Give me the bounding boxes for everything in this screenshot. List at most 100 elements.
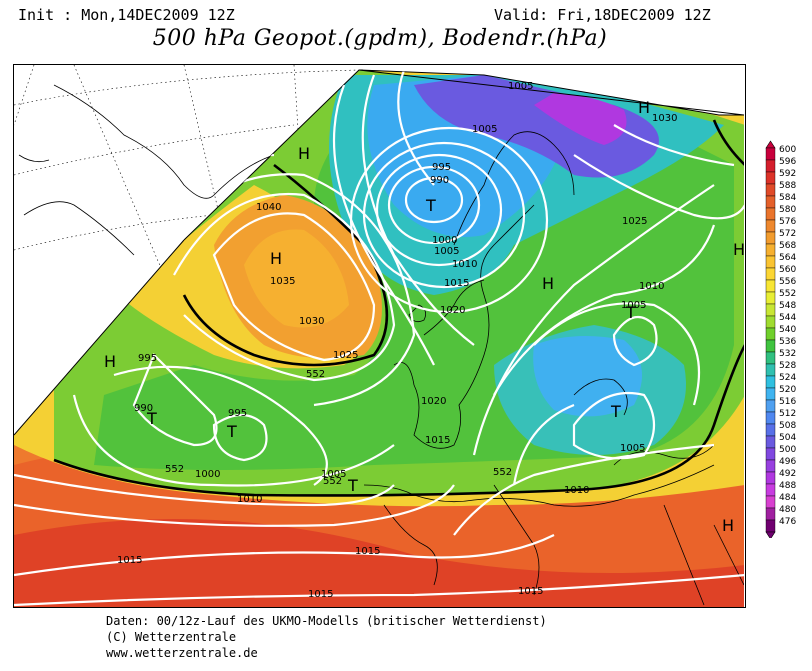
colorbar-label: 508 [779, 421, 796, 431]
colorbar-cell [765, 339, 776, 353]
colorbar-label: 548 [779, 301, 796, 311]
weather-map: 1005 1030 1005 995 990 1040 1025 1000 10… [13, 64, 746, 608]
svg-text:H: H [298, 144, 310, 163]
colorbar-label: 576 [779, 217, 796, 227]
colorbar-cell [765, 363, 776, 377]
colorbar-label: 552 [779, 289, 796, 299]
svg-text:H: H [270, 249, 282, 268]
svg-text:995: 995 [228, 408, 247, 419]
colorbar-label: 532 [779, 349, 796, 359]
colorbar-cell [765, 375, 776, 389]
svg-text:H: H [722, 516, 734, 535]
svg-text:1015: 1015 [355, 546, 380, 557]
svg-text:T: T [425, 196, 436, 215]
svg-text:1030: 1030 [299, 316, 324, 327]
colorbar-cell [765, 303, 776, 317]
svg-text:H: H [542, 274, 554, 293]
svg-text:1020: 1020 [421, 396, 446, 407]
svg-text:1005: 1005 [621, 300, 646, 311]
map-title: 500 hPa Geopot.(gpdm), Bodendr.(hPa) [152, 26, 608, 51]
colorbar-cell [765, 435, 776, 449]
colorbar-label: 524 [779, 373, 796, 383]
colorbar-cell [765, 507, 776, 521]
colorbar-label: 516 [779, 397, 796, 407]
footer-url: www.wetterzentrale.de [106, 646, 258, 660]
pressure-centers: H H T H H T H T T T T H H [104, 98, 745, 535]
colorbar-cell [765, 183, 776, 197]
colorbar-label: 520 [779, 385, 796, 395]
svg-text:1005: 1005 [508, 81, 533, 92]
svg-text:1015: 1015 [425, 435, 450, 446]
colorbar-cell [765, 315, 776, 329]
svg-text:552: 552 [165, 464, 184, 475]
svg-text:995: 995 [432, 162, 451, 173]
colorbar-cell [765, 231, 776, 245]
colorbar-cell [765, 171, 776, 185]
colorbar-cell [765, 399, 776, 413]
colorbar-cell [765, 423, 776, 437]
colorbar-cell [765, 279, 776, 293]
svg-text:1010: 1010 [639, 281, 664, 292]
svg-text:1030: 1030 [652, 113, 677, 124]
colorbar-cell [765, 147, 776, 161]
colorbar-cell [765, 195, 776, 209]
colorbar-cell [765, 411, 776, 425]
svg-text:1025: 1025 [622, 216, 647, 227]
svg-text:1015: 1015 [117, 555, 142, 566]
colorbar-bottom-arrow [765, 531, 776, 538]
svg-text:1015: 1015 [308, 589, 333, 600]
svg-text:990: 990 [430, 175, 449, 186]
colorbar-cell [765, 207, 776, 221]
colorbar-label: 556 [779, 277, 796, 287]
colorbar-label: 564 [779, 253, 796, 263]
colorbar-cell [765, 255, 776, 269]
colorbar-label: 572 [779, 229, 796, 239]
colorbar-cell [765, 159, 776, 173]
colorbar-cell [765, 267, 776, 281]
svg-text:552: 552 [493, 467, 512, 478]
svg-text:1000: 1000 [432, 235, 457, 246]
svg-text:990: 990 [134, 403, 153, 414]
svg-text:1015: 1015 [444, 278, 469, 289]
svg-text:T: T [347, 476, 358, 495]
valid-time: Valid: Fri,18DEC2009 12Z [494, 6, 711, 24]
svg-text:1010: 1010 [237, 494, 262, 505]
svg-text:H: H [638, 98, 650, 117]
colorbar-label: 492 [779, 469, 796, 479]
colorbar-label: 540 [779, 325, 796, 335]
footer-copyright: (C) Wetterzentrale [106, 630, 237, 644]
svg-text:1040: 1040 [256, 202, 281, 213]
svg-text:H: H [733, 240, 745, 259]
svg-text:T: T [226, 422, 237, 441]
colorbar-cell [765, 327, 776, 341]
colorbar-label: 512 [779, 409, 796, 419]
contour-labels: 552 552 552 552 [165, 369, 512, 487]
svg-text:1005: 1005 [321, 469, 346, 480]
colorbar-label: 584 [779, 193, 796, 203]
colorbar-label: 500 [779, 445, 796, 455]
isobars [14, 70, 744, 607]
colorbar-cell [765, 219, 776, 233]
svg-text:1005: 1005 [620, 443, 645, 454]
svg-text:552: 552 [323, 476, 342, 487]
colorbar-label: 488 [779, 481, 796, 491]
contour-552 [53, 119, 744, 497]
svg-text:1025: 1025 [333, 350, 358, 361]
colorbar-label: 600 [779, 145, 796, 155]
svg-text:T: T [625, 303, 636, 322]
colorbar-label: 592 [779, 169, 796, 179]
svg-text:1000: 1000 [195, 469, 220, 480]
colorbar-label: 544 [779, 313, 796, 323]
svg-text:T: T [610, 402, 621, 421]
colorbar-cell [765, 459, 776, 473]
colorbar-cell [765, 291, 776, 305]
svg-text:1035: 1035 [270, 276, 295, 287]
svg-text:1015: 1015 [518, 586, 543, 597]
svg-text:1010: 1010 [452, 259, 477, 270]
colorbar-cell [765, 387, 776, 401]
svg-text:1005: 1005 [472, 124, 497, 135]
colorbar-label: 560 [779, 265, 796, 275]
colorbar-label: 484 [779, 493, 796, 503]
svg-text:995: 995 [138, 353, 157, 364]
svg-text:1010: 1010 [564, 485, 589, 496]
